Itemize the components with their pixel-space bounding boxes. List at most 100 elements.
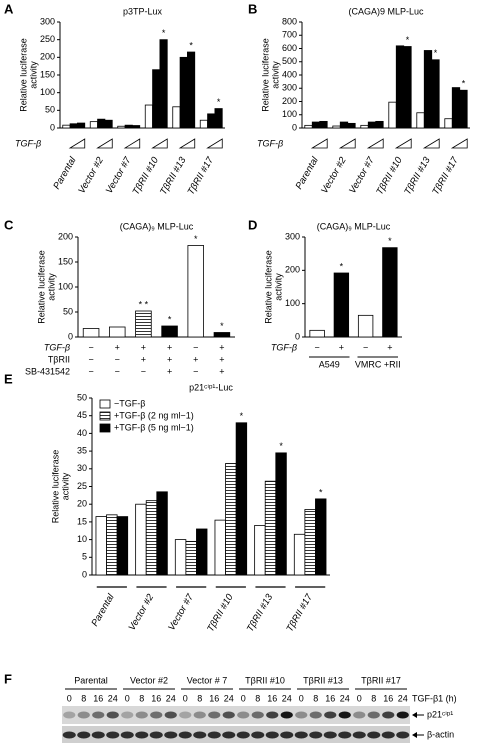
bar	[95, 516, 107, 576]
legend-label: +TGF-β (5 ng ml−1)	[114, 422, 194, 432]
bar	[357, 314, 374, 338]
p21-band	[295, 711, 308, 719]
row-value: −	[141, 366, 146, 376]
row-value: +	[193, 354, 198, 364]
row-label: TGF-β	[271, 342, 297, 352]
row-value: −	[88, 366, 93, 376]
significance-mark: *	[189, 40, 193, 50]
blot-group-label: TβRII #13	[303, 675, 343, 685]
p21-band	[222, 711, 235, 719]
actin-band	[62, 731, 76, 739]
panel-label: E	[4, 371, 13, 386]
blot-time-label: 0	[67, 693, 72, 703]
row-value: −	[88, 342, 93, 352]
bar	[235, 422, 248, 576]
y-tick-label: 400	[282, 69, 297, 79]
bar	[293, 533, 306, 576]
row-value: +	[167, 342, 172, 352]
bar	[69, 123, 78, 129]
blot-lane	[236, 706, 251, 724]
actin-band	[193, 731, 207, 739]
bar	[214, 519, 226, 576]
significance-mark: *	[462, 79, 466, 89]
bar	[174, 539, 187, 576]
bar	[97, 118, 106, 129]
band-arrowhead	[412, 712, 417, 718]
blot-time-label: 16	[267, 693, 277, 703]
x-tick-label: Parental	[51, 154, 79, 191]
x-tick-label: TβRII #10	[374, 155, 405, 197]
y-tick-label: 25	[77, 481, 87, 491]
x-tick-label: TβRII #13	[245, 592, 276, 634]
x-tick-label: Vector #2	[127, 592, 157, 633]
bar	[395, 45, 405, 129]
blot-time-label: 16	[383, 693, 393, 703]
bar	[159, 39, 168, 129]
p21-band	[92, 711, 105, 719]
blot-time-label: 24	[282, 693, 292, 703]
blot-time-label: 16	[325, 693, 335, 703]
bar	[179, 56, 188, 129]
blot-time-label: 16	[93, 693, 103, 703]
y-axis-label: Relative luciferase	[36, 250, 46, 324]
blot-time-label: 24	[224, 693, 234, 703]
blot-time-label: 16	[151, 693, 161, 703]
bar	[264, 480, 277, 576]
y-tick-label: 200	[58, 231, 73, 241]
blot-time-label: 8	[139, 693, 144, 703]
bar	[117, 125, 126, 129]
y-axis-label: activity	[60, 472, 70, 500]
blot-group-label: Parental	[74, 675, 108, 685]
y-tick-label: 15	[77, 516, 87, 526]
blot-time-label: 8	[313, 693, 318, 703]
significance-mark: *	[388, 236, 392, 246]
bar	[416, 112, 425, 129]
actin-band	[106, 731, 120, 739]
blot-time-label: 8	[81, 693, 86, 703]
y-tick-label: 10	[77, 534, 87, 544]
y-tick-label: 100	[282, 109, 297, 119]
bar	[132, 125, 141, 129]
p21-band	[266, 711, 279, 719]
chart-title: p21ᶜⁱᵖ¹-Luc	[189, 382, 233, 392]
bar	[423, 50, 433, 129]
legend-label: +TGF-β (2 ng ml−1)	[114, 410, 194, 420]
row-value: +	[219, 342, 224, 352]
significance-mark: * *	[139, 299, 149, 309]
bar	[225, 463, 237, 576]
x-tick-label: Parental	[89, 591, 117, 628]
blot-time-label: 24	[166, 693, 176, 703]
y-tick-label: 600	[282, 43, 297, 53]
bar	[187, 245, 204, 338]
y-tick-label: 0	[50, 122, 55, 132]
p21-band	[208, 711, 221, 719]
bar	[196, 528, 208, 576]
p21-band	[353, 711, 366, 719]
p21-band	[237, 711, 250, 719]
significance-mark: *	[162, 28, 166, 38]
actin-band	[265, 731, 279, 739]
actin-band	[120, 731, 134, 739]
actin-band	[91, 731, 105, 739]
significance-mark: *	[340, 261, 344, 271]
significance-mark: *	[168, 314, 172, 324]
bar	[311, 121, 321, 129]
y-tick-label: 800	[282, 16, 297, 26]
bar	[214, 108, 223, 129]
actin-band	[251, 731, 265, 739]
x-tick-label: TβRII #10	[131, 155, 162, 197]
bar	[124, 124, 133, 129]
bar	[135, 503, 147, 576]
bar	[367, 121, 377, 129]
panel-label: B	[248, 1, 257, 16]
row-value: −	[314, 342, 319, 352]
blot-time-label: 24	[340, 693, 350, 703]
panel-label: D	[248, 217, 257, 232]
bar	[172, 106, 181, 129]
band-label: p21ᶜⁱᵖ¹	[427, 709, 453, 719]
bar	[315, 498, 327, 576]
dose-wedge	[96, 138, 113, 149]
p21-band	[382, 711, 395, 719]
blot-time-label: 24	[108, 693, 118, 703]
